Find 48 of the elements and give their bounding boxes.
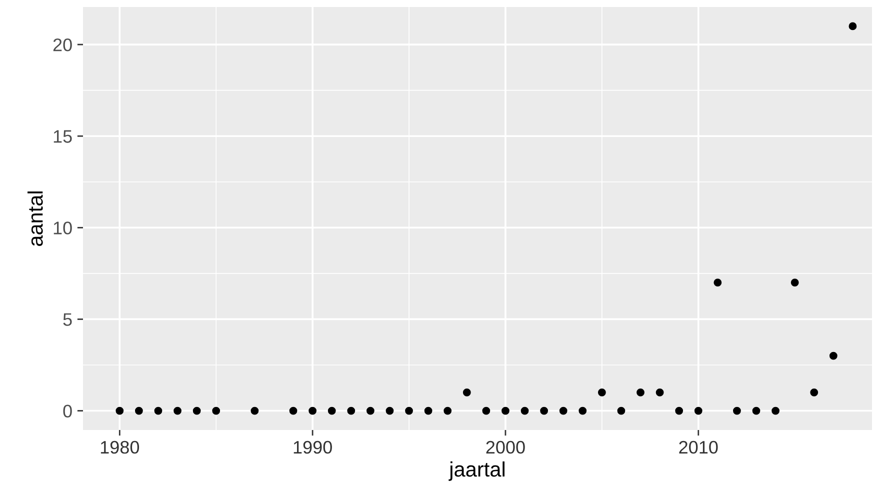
point xyxy=(174,406,182,415)
x-tick-label: 1990 xyxy=(294,440,332,454)
point xyxy=(829,352,838,360)
point xyxy=(772,406,780,415)
point xyxy=(578,406,587,415)
point xyxy=(675,406,684,415)
point xyxy=(250,406,259,415)
point xyxy=(328,406,336,415)
point xyxy=(192,406,201,415)
point xyxy=(694,406,702,415)
point xyxy=(714,278,722,287)
point xyxy=(462,388,471,396)
point xyxy=(289,406,298,415)
point xyxy=(733,406,741,415)
point xyxy=(636,388,644,396)
point xyxy=(308,406,317,415)
point xyxy=(154,406,162,415)
point xyxy=(424,406,432,415)
x-tick-label: 2000 xyxy=(486,440,525,454)
x-axis-title: jaartal xyxy=(448,461,504,481)
x-tick-label: 2010 xyxy=(679,440,718,454)
point xyxy=(444,406,452,415)
y-tick-label: 0 xyxy=(63,404,72,418)
point xyxy=(405,406,413,415)
point xyxy=(386,406,394,415)
point xyxy=(810,388,818,396)
y-tick-label: 20 xyxy=(53,38,72,52)
y-axis-title: aantal xyxy=(28,192,43,246)
point xyxy=(134,406,143,415)
point xyxy=(520,406,529,415)
y-tick-label: 10 xyxy=(54,222,72,234)
point xyxy=(212,406,220,415)
point xyxy=(656,388,664,396)
point xyxy=(617,406,626,415)
y-tick-label: 15 xyxy=(54,130,72,143)
point xyxy=(598,388,606,396)
point xyxy=(482,406,490,415)
point xyxy=(848,22,857,30)
y-tick-label: 5 xyxy=(63,313,72,326)
point xyxy=(502,406,510,415)
point xyxy=(347,406,356,415)
point xyxy=(116,406,124,415)
point xyxy=(559,406,568,415)
x-tick-label: 1980 xyxy=(100,440,140,454)
point xyxy=(752,406,760,415)
point xyxy=(366,406,374,415)
point xyxy=(790,278,799,287)
point xyxy=(540,406,548,415)
